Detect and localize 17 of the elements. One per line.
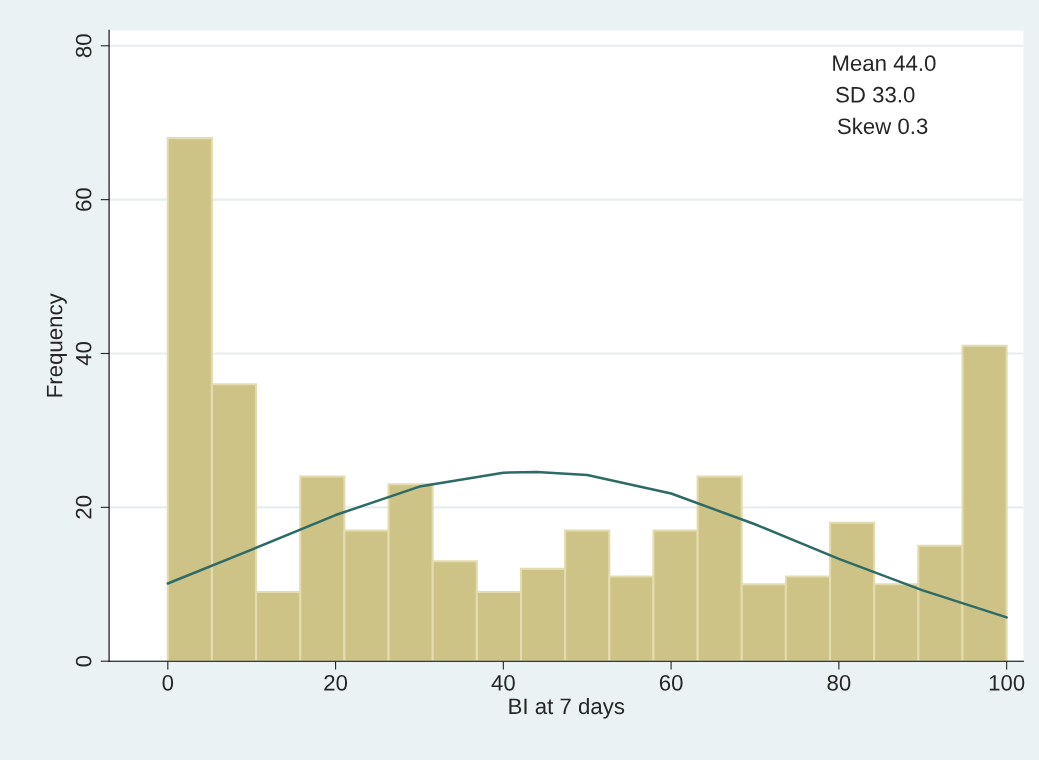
y-tick-label: 40 — [75, 342, 92, 366]
y-tick-label: 0 — [75, 655, 92, 667]
y-tick-label: 20 — [75, 495, 92, 519]
x-tick-label: 20 — [324, 674, 348, 691]
y-tick-label: 80 — [75, 34, 92, 58]
x-tick-label: 80 — [827, 674, 851, 691]
annotation: SD 33.0 — [836, 86, 915, 103]
y-axis-title: Frequency — [46, 293, 67, 397]
x-tick-label: 60 — [659, 674, 683, 691]
x-tick-label: 0 — [162, 674, 174, 691]
annotation: Mean 44.0 — [833, 55, 936, 72]
annotation: Skew 0.3 — [837, 117, 928, 135]
x-tick-label: 40 — [491, 674, 515, 691]
y-tick-label: 60 — [75, 188, 92, 211]
x-tick-label: 100 — [989, 674, 1025, 691]
x-axis-title: BI at 7 days — [509, 697, 625, 719]
line-series — [166, 470, 1008, 619]
